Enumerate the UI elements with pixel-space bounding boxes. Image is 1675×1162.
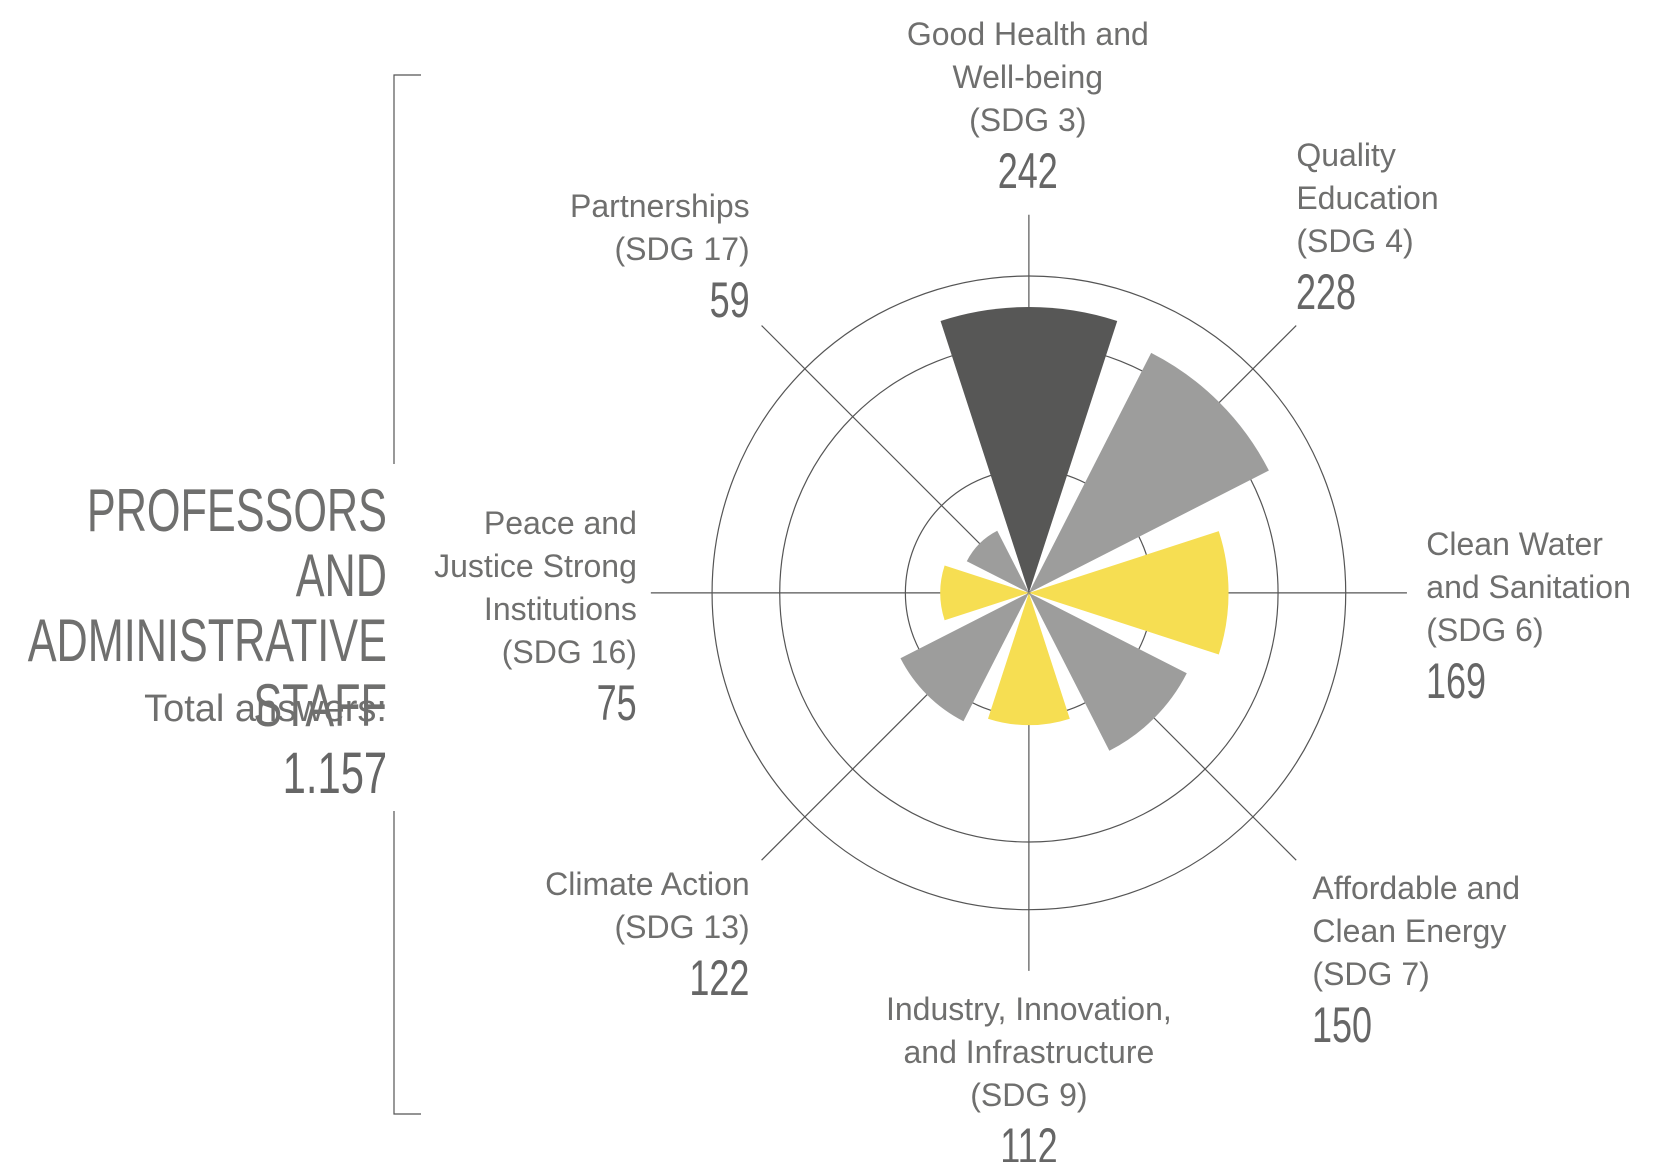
value-label: 228	[1296, 264, 1357, 321]
category-label: Partnerships (SDG 17)	[570, 187, 750, 267]
category-label-group: Industry, Innovation, and Infrastructure…	[886, 988, 1172, 1162]
value-label: 169	[1426, 653, 1487, 710]
category-label: Peace and Justice Strong Institutions (S…	[434, 504, 637, 670]
wedge	[1028, 592, 1187, 751]
category-label: Industry, Innovation, and Infrastructure…	[885, 991, 1172, 1114]
wedge	[1028, 531, 1229, 655]
category-label: Clean Water and Sanitation (SDG 6)	[1426, 526, 1631, 649]
value-label: 150	[1312, 996, 1373, 1053]
total-answers: 1.157	[282, 741, 387, 806]
value-label: 242	[997, 142, 1058, 199]
category-label-group: Climate Action (SDG 13) 122	[545, 863, 750, 1007]
wedge	[940, 306, 1118, 593]
category-label-group: Clean Water and Sanitation (SDG 6) 169	[1426, 523, 1631, 710]
category-label-group: Partnerships (SDG 17) 59	[570, 185, 750, 329]
bracket-top	[393, 74, 421, 464]
category-label-group: Peace and Justice Strong Institutions (S…	[434, 502, 637, 732]
value-label: 75	[596, 674, 637, 731]
category-label-group: Quality Education (SDG 4) 228	[1296, 134, 1438, 321]
wedge	[966, 530, 1029, 593]
value-label: 59	[709, 271, 750, 328]
wedge	[940, 565, 1029, 621]
category-label: Good Health and Well-being (SDG 3)	[906, 15, 1149, 138]
category-label: Quality Education (SDG 4)	[1296, 137, 1439, 260]
bracket	[393, 74, 421, 1115]
category-label: Climate Action (SDG 13)	[545, 866, 750, 946]
bracket-bottom	[393, 811, 421, 1115]
subtitle: Total answers:	[144, 688, 387, 730]
value-label: 112	[1000, 1118, 1058, 1162]
chart-title: PROFESSORS AND ADMINISTRATIVE STAFF	[27, 477, 387, 739]
category-label-group: Good Health and Well-being (SDG 3) 242	[907, 13, 1149, 200]
wedge	[900, 592, 1029, 722]
category-label: Affordable and Clean Energy (SDG 7)	[1312, 869, 1520, 992]
wedge	[988, 592, 1070, 726]
wedge	[1028, 352, 1269, 593]
category-label-group: Affordable and Clean Energy (SDG 7) 150	[1312, 867, 1520, 1054]
value-label: 122	[689, 950, 750, 1007]
